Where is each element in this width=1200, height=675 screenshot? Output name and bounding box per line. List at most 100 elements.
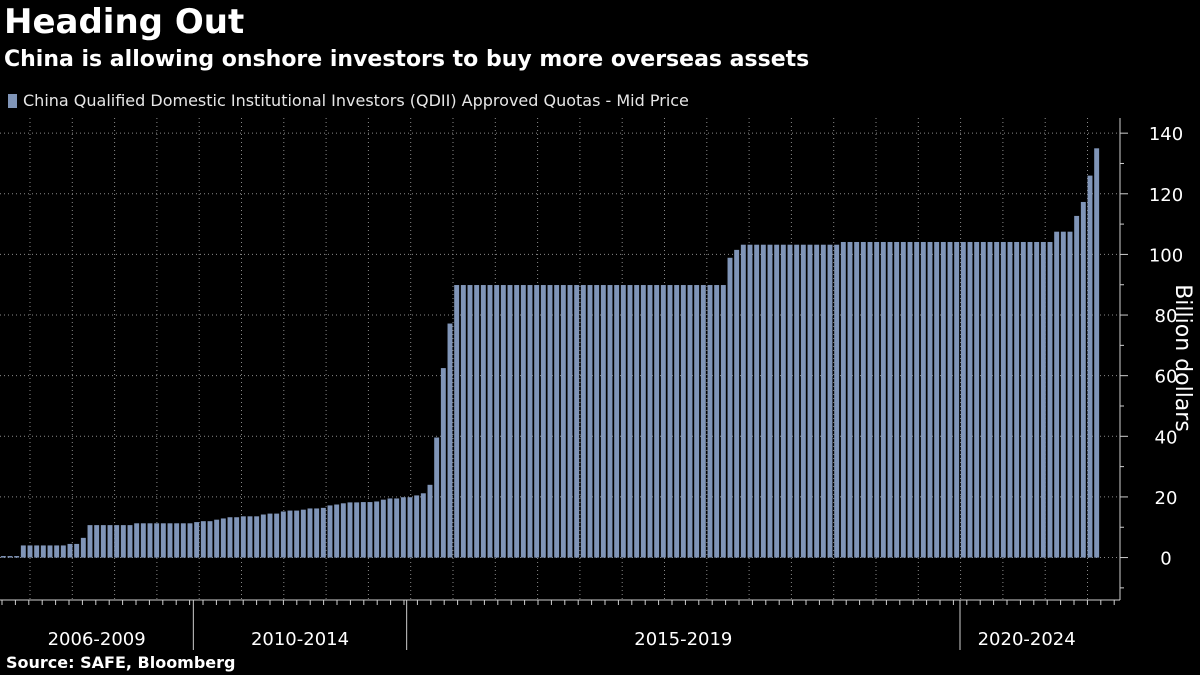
bar xyxy=(1067,231,1073,558)
bar xyxy=(247,516,253,558)
bar xyxy=(34,545,40,558)
bar xyxy=(987,241,993,558)
y-tick-label: 20 xyxy=(1155,488,1178,509)
bar xyxy=(867,241,873,558)
x-category-label: 2010-2014 xyxy=(251,629,349,650)
bar xyxy=(467,285,473,558)
bar xyxy=(7,556,13,558)
bar xyxy=(1047,241,1053,558)
bar xyxy=(227,517,233,558)
bar xyxy=(54,545,60,558)
bar xyxy=(734,249,740,558)
legend-swatch xyxy=(8,94,17,108)
bar xyxy=(634,285,640,558)
bar xyxy=(140,523,146,558)
bar xyxy=(434,437,440,558)
bar xyxy=(720,285,726,558)
bar xyxy=(300,509,306,558)
bar xyxy=(660,285,666,558)
bar xyxy=(254,516,260,558)
bar xyxy=(754,244,760,558)
bar xyxy=(220,518,226,558)
bar xyxy=(147,523,153,558)
bar xyxy=(540,285,546,558)
bar xyxy=(87,525,93,558)
bar xyxy=(20,545,26,558)
bar xyxy=(214,519,220,558)
bar xyxy=(127,525,133,558)
bar xyxy=(954,241,960,558)
bar xyxy=(1074,215,1080,558)
bar xyxy=(527,285,533,558)
bar xyxy=(947,241,953,558)
bar xyxy=(647,285,653,558)
bar xyxy=(480,285,486,558)
bar xyxy=(994,241,1000,558)
chart-title: Heading Out xyxy=(4,2,245,42)
bar xyxy=(494,285,500,558)
legend-label: China Qualified Domestic Institutional I… xyxy=(23,91,689,110)
bar xyxy=(700,285,706,558)
bar xyxy=(620,285,626,558)
bar xyxy=(1054,231,1060,558)
bar xyxy=(780,244,786,558)
bar xyxy=(367,502,373,558)
bar xyxy=(340,503,346,558)
bar xyxy=(680,285,686,558)
bar xyxy=(854,241,860,558)
bar xyxy=(900,241,906,558)
bar xyxy=(27,545,33,558)
bar xyxy=(387,498,393,558)
y-tick-label: 60 xyxy=(1155,367,1178,388)
bar xyxy=(1007,241,1013,558)
bar xyxy=(880,241,886,558)
bar xyxy=(507,285,513,558)
bar xyxy=(207,521,213,558)
bar xyxy=(967,241,973,558)
bar xyxy=(574,285,580,558)
bar xyxy=(260,514,266,558)
y-tick-label: 0 xyxy=(1160,549,1171,570)
bar xyxy=(174,523,180,558)
bar xyxy=(100,525,106,558)
chart-subtitle: China is allowing onshore investors to b… xyxy=(4,47,810,72)
bar xyxy=(547,285,553,558)
bar xyxy=(160,523,166,558)
bar xyxy=(14,556,20,558)
y-tick-label: 40 xyxy=(1155,427,1178,448)
bar xyxy=(1060,231,1066,558)
y-axis-ticks: 0 20 40 60 80 100 120 140 xyxy=(1120,124,1183,589)
bar xyxy=(187,523,193,558)
bar xyxy=(74,543,80,558)
bar xyxy=(167,523,173,558)
bar xyxy=(420,493,426,558)
bar xyxy=(674,285,680,558)
y-axis-label: Billion dollars xyxy=(1170,284,1195,432)
bar xyxy=(727,257,733,558)
bar xyxy=(640,285,646,558)
bar xyxy=(807,244,813,558)
bar xyxy=(907,241,913,558)
bar xyxy=(474,285,480,558)
bar xyxy=(307,508,313,558)
bar xyxy=(267,513,273,558)
bar xyxy=(794,244,800,558)
bar xyxy=(500,285,506,558)
bar xyxy=(107,525,113,558)
bar xyxy=(974,241,980,558)
bar xyxy=(80,537,86,558)
bar xyxy=(814,244,820,558)
bar xyxy=(827,244,833,558)
y-tick-label: 140 xyxy=(1149,124,1183,145)
bar xyxy=(194,522,200,558)
bar xyxy=(607,285,613,558)
bar xyxy=(787,244,793,558)
bar xyxy=(407,497,413,558)
bar xyxy=(887,241,893,558)
bar xyxy=(714,285,720,558)
bar xyxy=(460,285,466,558)
bar xyxy=(60,545,66,558)
bar xyxy=(520,285,526,558)
bar xyxy=(274,513,280,558)
